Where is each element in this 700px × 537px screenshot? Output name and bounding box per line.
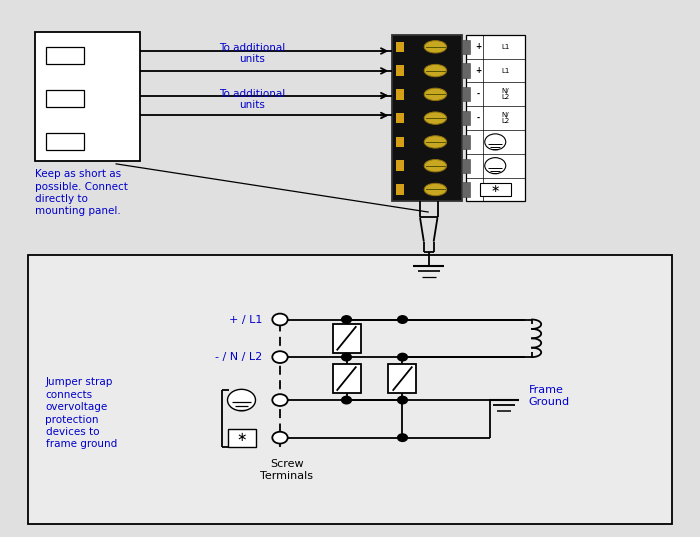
Bar xyxy=(395,113,404,124)
Ellipse shape xyxy=(424,159,447,172)
Ellipse shape xyxy=(424,64,447,77)
Text: ∗: ∗ xyxy=(491,185,500,194)
Bar xyxy=(395,184,404,195)
Text: Screw
Terminals: Screw Terminals xyxy=(260,459,314,481)
Ellipse shape xyxy=(424,136,447,148)
Text: Jumper strap
connects
overvoltage
protection
devices to
frame ground: Jumper strap connects overvoltage protec… xyxy=(46,378,117,449)
Ellipse shape xyxy=(424,88,447,100)
Text: To additional
units: To additional units xyxy=(219,43,285,64)
Ellipse shape xyxy=(424,112,447,125)
Bar xyxy=(462,111,470,125)
Bar xyxy=(395,137,404,147)
Text: -: - xyxy=(477,114,480,122)
Circle shape xyxy=(272,394,288,406)
Bar xyxy=(228,429,256,447)
Circle shape xyxy=(342,396,351,404)
Circle shape xyxy=(484,158,505,174)
Bar xyxy=(28,255,672,524)
Text: N/
L2: N/ L2 xyxy=(501,112,510,124)
Text: - / N / L2: - / N / L2 xyxy=(216,352,262,362)
Circle shape xyxy=(342,353,351,361)
Text: +: + xyxy=(475,66,481,75)
Bar xyxy=(392,35,462,201)
Bar xyxy=(466,35,525,201)
Bar xyxy=(395,89,404,99)
Circle shape xyxy=(398,353,407,361)
Text: Frame
Ground: Frame Ground xyxy=(528,385,570,407)
Bar xyxy=(462,87,470,101)
Text: Keep as short as
possible. Connect
directly to
mounting panel.: Keep as short as possible. Connect direc… xyxy=(35,169,128,216)
Bar xyxy=(395,41,404,52)
Bar xyxy=(462,183,470,197)
Ellipse shape xyxy=(424,183,447,195)
Text: ∗: ∗ xyxy=(237,431,247,444)
Circle shape xyxy=(272,351,288,363)
Bar xyxy=(462,63,470,78)
Text: -: - xyxy=(477,90,480,99)
Bar xyxy=(35,32,140,161)
Circle shape xyxy=(398,316,407,323)
Circle shape xyxy=(228,389,256,411)
Ellipse shape xyxy=(424,41,447,53)
Circle shape xyxy=(342,316,351,323)
Text: +: + xyxy=(475,42,481,52)
Bar xyxy=(46,47,84,64)
Circle shape xyxy=(272,314,288,325)
Bar xyxy=(462,158,470,173)
Bar xyxy=(395,66,404,76)
Text: + / L1: + / L1 xyxy=(229,315,262,324)
Bar xyxy=(480,183,511,197)
Bar xyxy=(462,40,470,54)
Text: L1: L1 xyxy=(501,44,510,50)
Circle shape xyxy=(398,396,407,404)
Bar xyxy=(46,90,84,107)
Circle shape xyxy=(398,434,407,441)
Bar xyxy=(46,133,84,150)
Text: To additional
units: To additional units xyxy=(219,89,285,110)
Bar xyxy=(395,161,404,171)
Text: N/
L2: N/ L2 xyxy=(501,89,510,100)
Circle shape xyxy=(484,134,505,150)
Bar xyxy=(462,135,470,149)
Circle shape xyxy=(272,432,288,444)
Bar xyxy=(332,323,360,353)
Text: L1: L1 xyxy=(501,68,510,74)
Bar xyxy=(389,364,416,393)
Bar xyxy=(332,364,360,393)
